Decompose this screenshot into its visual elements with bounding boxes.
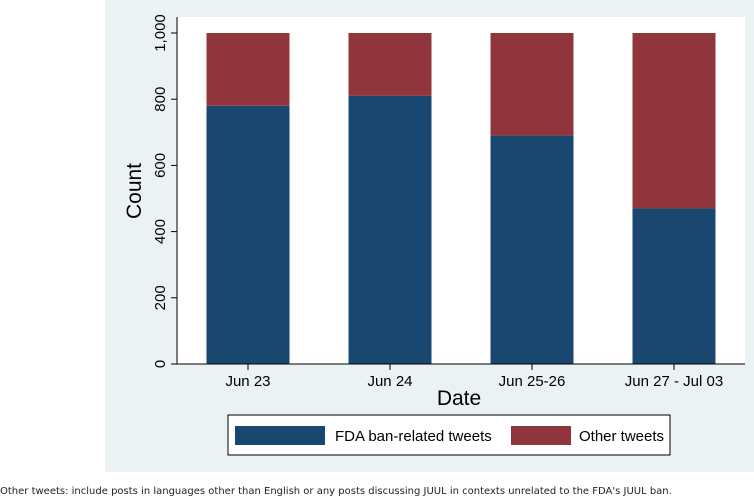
y-axis: 0 200 400 600 800 1,000 [152,14,178,368]
x-tick-label: Jun 24 [367,373,412,390]
bar-other-3 [490,33,574,136]
bars-group [206,33,716,364]
legend-label-other: Other tweets [579,428,664,445]
bar-other-2 [348,33,432,96]
bar-other-4 [632,33,716,209]
x-tick-label: Jun 27 - Jul 03 [625,373,723,390]
y-tick-label: 200 [152,285,169,310]
bar-fda-1 [206,105,290,364]
y-axis-title: Count [123,163,146,219]
bar-fda-2 [348,95,432,364]
x-tick-label: Jun 23 [225,373,270,390]
chart-figure: 0 200 400 600 800 1,000 Jun 23 Jun 24 Jun 25-26… [105,0,754,472]
y-tick-label: 800 [152,87,169,112]
bar-fda-3 [490,135,574,364]
y-tick-label: 0 [152,360,169,368]
y-tick-label: 600 [152,153,169,178]
legend-label-fda: FDA ban-related tweets [335,428,492,445]
bar-other-1 [206,33,290,106]
legend: FDA ban-related tweets Other tweets [227,414,671,456]
x-axis: Jun 23 Jun 24 Jun 25-26 Jun 27 - Jul 03 [177,363,745,390]
x-tick-label: Jun 25-26 [499,373,566,390]
y-tick-label: 400 [152,219,169,244]
legend-swatch-fda [235,426,325,445]
bar-fda-4 [632,208,716,364]
figure-caption: Other tweets: include posts in languages… [0,486,672,497]
stacked-bar-chart: 0 200 400 600 800 1,000 Jun 23 Jun 24 Jun 25-26… [123,14,745,456]
legend-swatch-other [511,426,571,445]
y-tick-label: 1,000 [152,14,169,52]
x-axis-title: Date [437,387,481,410]
